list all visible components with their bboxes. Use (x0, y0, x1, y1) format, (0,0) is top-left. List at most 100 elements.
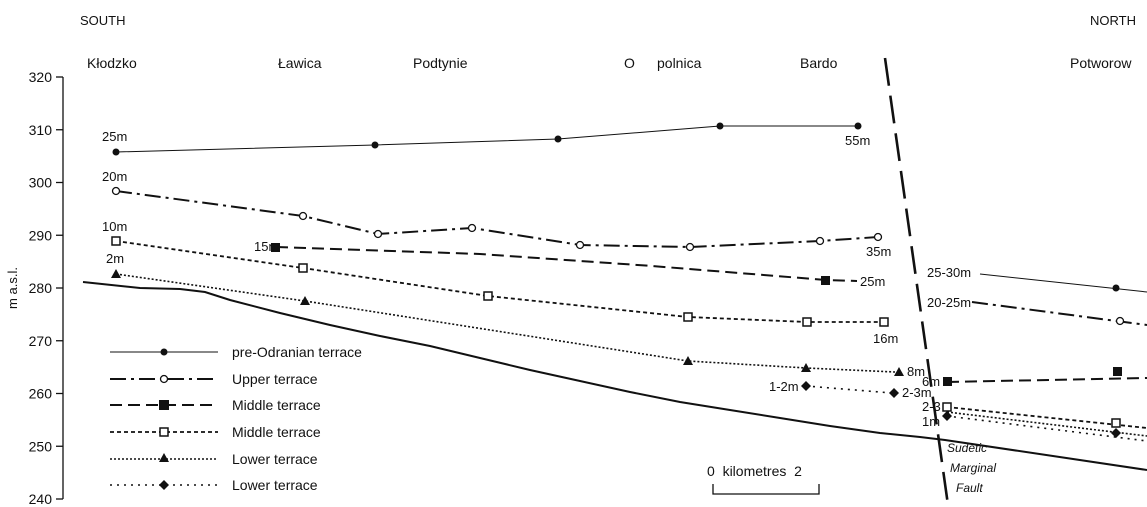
legend-item-middle-terrace-1: Middle terrace (110, 397, 321, 413)
place-o: O (624, 55, 635, 71)
middle-terrace-1-marker (271, 243, 280, 252)
pre-odranian-marker (1112, 284, 1120, 292)
upper-terrace-marker (1115, 316, 1125, 326)
middle-terrace-2-marker (1111, 418, 1121, 428)
place-lawica: Ławica (278, 55, 322, 71)
lower-terrace-2-marker (889, 388, 899, 398)
legend-label: Upper terrace (232, 371, 318, 387)
scale-bar-line (712, 484, 820, 495)
legend-label: pre-Odranian terrace (232, 344, 362, 360)
label-north-upper: 25-30m (927, 265, 971, 280)
legend-label: Lower terrace (232, 477, 318, 493)
place-bardo: Bardo (800, 55, 838, 71)
middle-terrace-1-north-line (946, 377, 1147, 383)
pre-odranian-marker (854, 122, 862, 130)
lower-terrace-1-marker (801, 363, 811, 372)
upper-terrace-marker (685, 242, 695, 252)
middle-terrace-2-north-line (946, 406, 1147, 429)
fault-label-line-2: Marginal (950, 461, 996, 475)
lower-terrace-1-north-line (946, 411, 1147, 437)
direction-north: NORTH (1090, 13, 1136, 28)
y-axis: 320 310 300 290 280 270 260 250 240 m a.s.l. (5, 69, 64, 507)
y-axis-tick-label: 250 (29, 438, 53, 454)
label-upper-left: 20m (102, 169, 127, 184)
place-podtynie: Podtynie (413, 55, 468, 71)
y-axis-tick-label: 280 (29, 280, 53, 296)
place-polnica: polnica (657, 55, 702, 71)
fault-line (883, 57, 950, 506)
y-axis-tick-label: 240 (29, 491, 53, 507)
label-pre-right: 55m (845, 133, 870, 148)
upper-terrace-line (115, 190, 879, 249)
middle-terrace-2-marker (683, 312, 693, 322)
place-potworow: Potworow (1070, 55, 1132, 71)
middle-terrace-2-marker (879, 317, 889, 327)
fault-label-line-3: Fault (956, 481, 983, 495)
label-low2-left: 1-2m (769, 379, 799, 394)
label-low1-left: 2m (106, 251, 124, 266)
label-mid1-left: 15m (254, 239, 279, 254)
legend-label: Middle terrace (232, 424, 321, 440)
legend-swatch-filled-circle (160, 348, 168, 356)
y-axis-tick-label: 320 (29, 69, 53, 85)
pre-odranian-marker (716, 122, 724, 130)
legend-swatch-open-square (159, 427, 169, 437)
middle-terrace-1-line (275, 246, 858, 282)
y-axis-tick-label: 290 (29, 227, 53, 243)
legend-swatch-filled-square (159, 400, 169, 410)
pre-odranian-terrace-line (115, 125, 858, 153)
place-klodzko: Kłodzko (87, 55, 137, 71)
fault-label: Sudetic Marginal Fault (947, 441, 996, 495)
label-mid1-right: 25m (860, 274, 885, 289)
lower-terrace-2-line (805, 385, 893, 394)
lower-terrace-2-marker (801, 381, 811, 391)
lower-terrace-2-marker (942, 411, 952, 421)
legend-swatch-filled-diamond (159, 480, 169, 490)
y-axis-tick-label: 310 (29, 122, 53, 138)
label-mid2-left: 10m (102, 219, 127, 234)
direction-south: SOUTH (80, 13, 126, 28)
lower-terrace-2-marker (1111, 428, 1121, 438)
y-axis-label: m a.s.l. (5, 267, 20, 309)
middle-terrace-1-marker (1113, 367, 1122, 376)
legend-item-lower-terrace-2: Lower terrace (110, 477, 318, 493)
pre-odranian-marker (371, 141, 379, 149)
middle-terrace-1-marker (821, 276, 830, 285)
legend-item-pre-odranian: pre-Odranian terrace (110, 344, 362, 360)
upper-terrace-marker (575, 240, 585, 250)
valley-floor-south (82, 281, 1147, 471)
legend-label: Lower terrace (232, 451, 318, 467)
label-low2-right: 2-3m (902, 385, 932, 400)
legend-label: Middle terrace (232, 397, 321, 413)
upper-terrace-marker (298, 211, 308, 221)
label-pre-left: 25m (102, 129, 127, 144)
label-north-low: 2-3 (922, 399, 941, 414)
y-axis-tick-label: 300 (29, 175, 53, 191)
scale-bar-label: 0 kilometres 2 (707, 463, 802, 479)
lower-terrace-1-marker (300, 296, 310, 305)
middle-terrace-2-line (115, 240, 884, 323)
fault-label-line-1: Sudetic (947, 441, 987, 455)
middle-terrace-2-marker (298, 263, 308, 273)
pre-odranian-terrace-north-line (979, 273, 1147, 293)
upper-terrace-marker (815, 236, 825, 246)
label-mid2-right: 16m (873, 331, 898, 346)
upper-terrace-marker (373, 229, 383, 239)
middle-terrace-2-marker (483, 291, 493, 301)
lower-terrace-1-marker (111, 269, 121, 278)
label-upper-right: 35m (866, 244, 891, 259)
y-axis-tick-label: 270 (29, 333, 53, 349)
legend-swatch-open-circle (159, 374, 169, 384)
y-axis-tick-label: 260 (29, 386, 53, 402)
middle-terrace-2-marker (111, 236, 121, 246)
upper-terrace-marker (467, 223, 477, 233)
lower-terrace-1-marker (683, 356, 693, 365)
legend-item-middle-terrace-2: Middle terrace (110, 424, 321, 440)
upper-terrace-marker (873, 232, 883, 242)
legend-item-upper-terrace: Upper terrace (110, 371, 318, 387)
label-north-upper2: 20-25m (927, 295, 971, 310)
legend-swatch-filled-triangle (159, 453, 169, 462)
pre-odranian-marker (112, 148, 120, 156)
legend-item-lower-terrace-1: Lower terrace (110, 451, 318, 467)
